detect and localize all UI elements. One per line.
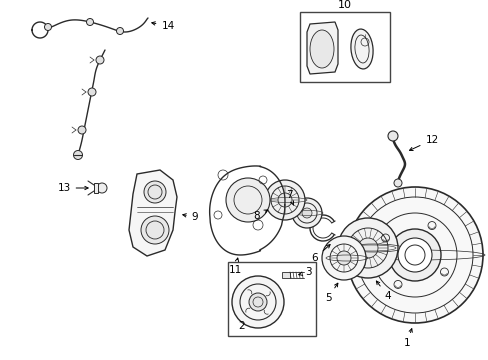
- Circle shape: [336, 251, 350, 265]
- Circle shape: [231, 276, 284, 328]
- Text: 7: 7: [285, 190, 293, 205]
- Text: 13: 13: [57, 183, 88, 193]
- Circle shape: [73, 150, 82, 159]
- Text: 2: 2: [238, 321, 245, 331]
- Text: 8: 8: [253, 210, 267, 221]
- Polygon shape: [282, 272, 289, 278]
- Circle shape: [97, 183, 107, 193]
- Bar: [227, 262, 315, 336]
- Text: 5: 5: [324, 283, 337, 303]
- Text: 12: 12: [408, 135, 438, 150]
- Circle shape: [346, 187, 482, 323]
- Text: 1: 1: [403, 329, 411, 348]
- Circle shape: [116, 27, 123, 35]
- Circle shape: [44, 23, 51, 31]
- Circle shape: [388, 229, 440, 281]
- Circle shape: [302, 208, 311, 218]
- Circle shape: [86, 18, 93, 26]
- Circle shape: [141, 216, 169, 244]
- Circle shape: [143, 181, 165, 203]
- Circle shape: [248, 293, 266, 311]
- Text: 6: 6: [311, 244, 329, 263]
- Polygon shape: [94, 183, 98, 193]
- Polygon shape: [129, 170, 177, 256]
- Polygon shape: [306, 22, 337, 74]
- Text: 11: 11: [228, 258, 241, 275]
- Circle shape: [393, 179, 401, 187]
- Text: 10: 10: [337, 0, 351, 10]
- Text: 4: 4: [376, 281, 390, 301]
- Circle shape: [78, 126, 86, 134]
- Circle shape: [321, 236, 365, 280]
- Circle shape: [225, 178, 269, 222]
- Circle shape: [264, 180, 305, 220]
- Circle shape: [357, 238, 377, 258]
- Circle shape: [88, 88, 96, 96]
- Circle shape: [337, 218, 397, 278]
- Circle shape: [397, 238, 431, 272]
- Ellipse shape: [309, 30, 333, 68]
- Circle shape: [96, 56, 104, 64]
- Ellipse shape: [350, 29, 372, 69]
- Text: 9: 9: [183, 212, 198, 222]
- Circle shape: [291, 198, 321, 228]
- Text: 14: 14: [151, 21, 174, 31]
- Bar: [299, 12, 389, 82]
- Circle shape: [278, 193, 291, 207]
- Circle shape: [387, 131, 397, 141]
- Text: 3: 3: [298, 267, 311, 277]
